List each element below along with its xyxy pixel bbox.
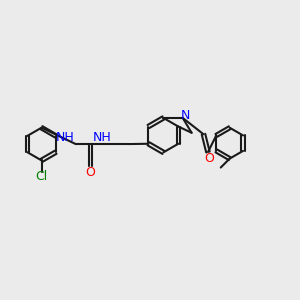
Text: NH: NH (92, 131, 111, 144)
Text: N: N (180, 109, 190, 122)
Text: Cl: Cl (35, 170, 48, 183)
Text: NH: NH (56, 131, 75, 144)
Text: O: O (85, 166, 95, 179)
Text: O: O (204, 152, 214, 164)
